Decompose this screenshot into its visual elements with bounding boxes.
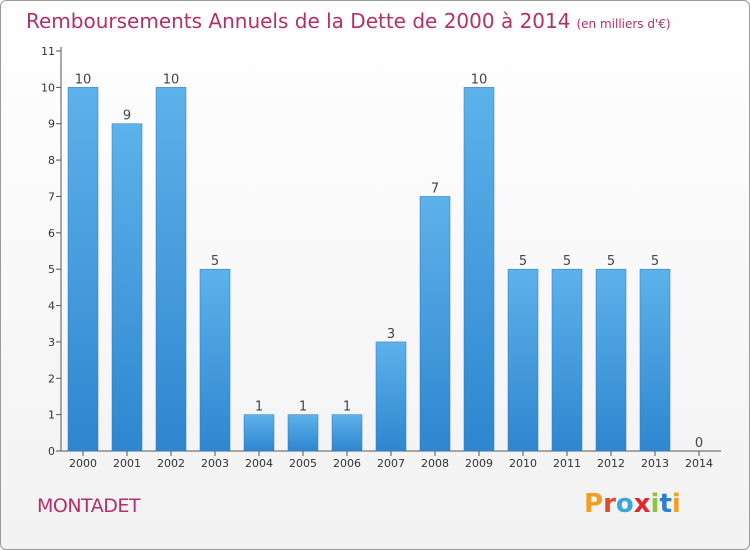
data-label-2005: 1 (299, 400, 307, 415)
data-label-2009: 10 (471, 72, 488, 87)
x-tick-label: 2005 (289, 457, 317, 470)
y-tick-label: 10 (41, 81, 55, 94)
bar-2009 (463, 87, 495, 452)
x-tick-label: 2008 (421, 457, 449, 470)
x-tick-label: 2011 (553, 457, 581, 470)
title-text: Remboursements Annuels de la Dette de 20… (26, 9, 571, 33)
bar-2013 (639, 268, 671, 452)
logo-letter: P (584, 489, 604, 519)
y-tick-label: 4 (48, 300, 55, 313)
logo-letter: o (615, 489, 634, 519)
y-tick-label: 8 (48, 154, 55, 167)
data-label-2007: 3 (387, 327, 395, 342)
data-label-2012: 5 (607, 254, 615, 269)
y-tick-label: 1 (48, 409, 55, 422)
x-tick-label: 2007 (377, 457, 405, 470)
bar-2008 (419, 196, 451, 452)
bar-2004 (243, 414, 275, 452)
y-tick-label: 7 (48, 190, 55, 203)
y-tick-label: 11 (41, 45, 55, 58)
commune-name: MONTADET (37, 495, 140, 517)
data-label-2000: 10 (75, 72, 92, 87)
bar-2006 (331, 414, 363, 452)
data-label-2004: 1 (255, 400, 263, 415)
x-tick-label: 2003 (201, 457, 229, 470)
logo-letter: r (603, 489, 616, 519)
data-label-2002: 10 (163, 72, 180, 87)
y-tick-label: 5 (48, 263, 55, 276)
title-unit: (en milliers d'€) (576, 17, 671, 31)
x-tick-label: 2012 (597, 457, 625, 470)
x-tick-label: 2010 (509, 457, 537, 470)
logo-letter: t (659, 489, 672, 519)
data-label-2008: 7 (431, 181, 439, 196)
bar-2000 (67, 87, 99, 452)
chart-title: Remboursements Annuels de la Dette de 20… (26, 9, 671, 33)
x-tick-label: 2006 (333, 457, 361, 470)
bar-2002 (155, 87, 187, 452)
data-label-2013: 5 (651, 254, 659, 269)
y-tick-label: 2 (48, 372, 55, 385)
logo-letter: i (650, 489, 660, 519)
bar-2005 (287, 414, 319, 452)
proxiti-logo[interactable]: Proxiti (584, 489, 681, 519)
x-tick-label: 2002 (157, 457, 185, 470)
x-tick-label: 2009 (465, 457, 493, 470)
bar-2011 (551, 268, 583, 452)
x-tick-label: 2000 (69, 457, 97, 470)
y-tick-label: 0 (48, 445, 55, 458)
bar-2010 (507, 268, 539, 452)
bar-2007 (375, 341, 407, 452)
y-tick-label: 3 (48, 336, 55, 349)
bar-2001 (111, 123, 143, 452)
x-tick-label: 2004 (245, 457, 273, 470)
x-tick-label: 2013 (641, 457, 669, 470)
data-label-2006: 1 (343, 400, 351, 415)
data-label-2011: 5 (563, 254, 571, 269)
bar-2012 (595, 268, 627, 452)
x-tick-label: 2001 (113, 457, 141, 470)
y-tick-label: 6 (48, 227, 55, 240)
logo-letter: x (633, 489, 651, 519)
data-label-2014: 0 (695, 436, 703, 451)
logo-letter: i (671, 489, 681, 519)
data-label-2001: 9 (123, 109, 131, 124)
data-label-2010: 5 (519, 254, 527, 269)
x-tick-label: 2014 (685, 457, 713, 470)
data-label-2003: 5 (211, 254, 219, 269)
y-tick-label: 9 (48, 118, 55, 131)
bar-2003 (199, 268, 231, 452)
